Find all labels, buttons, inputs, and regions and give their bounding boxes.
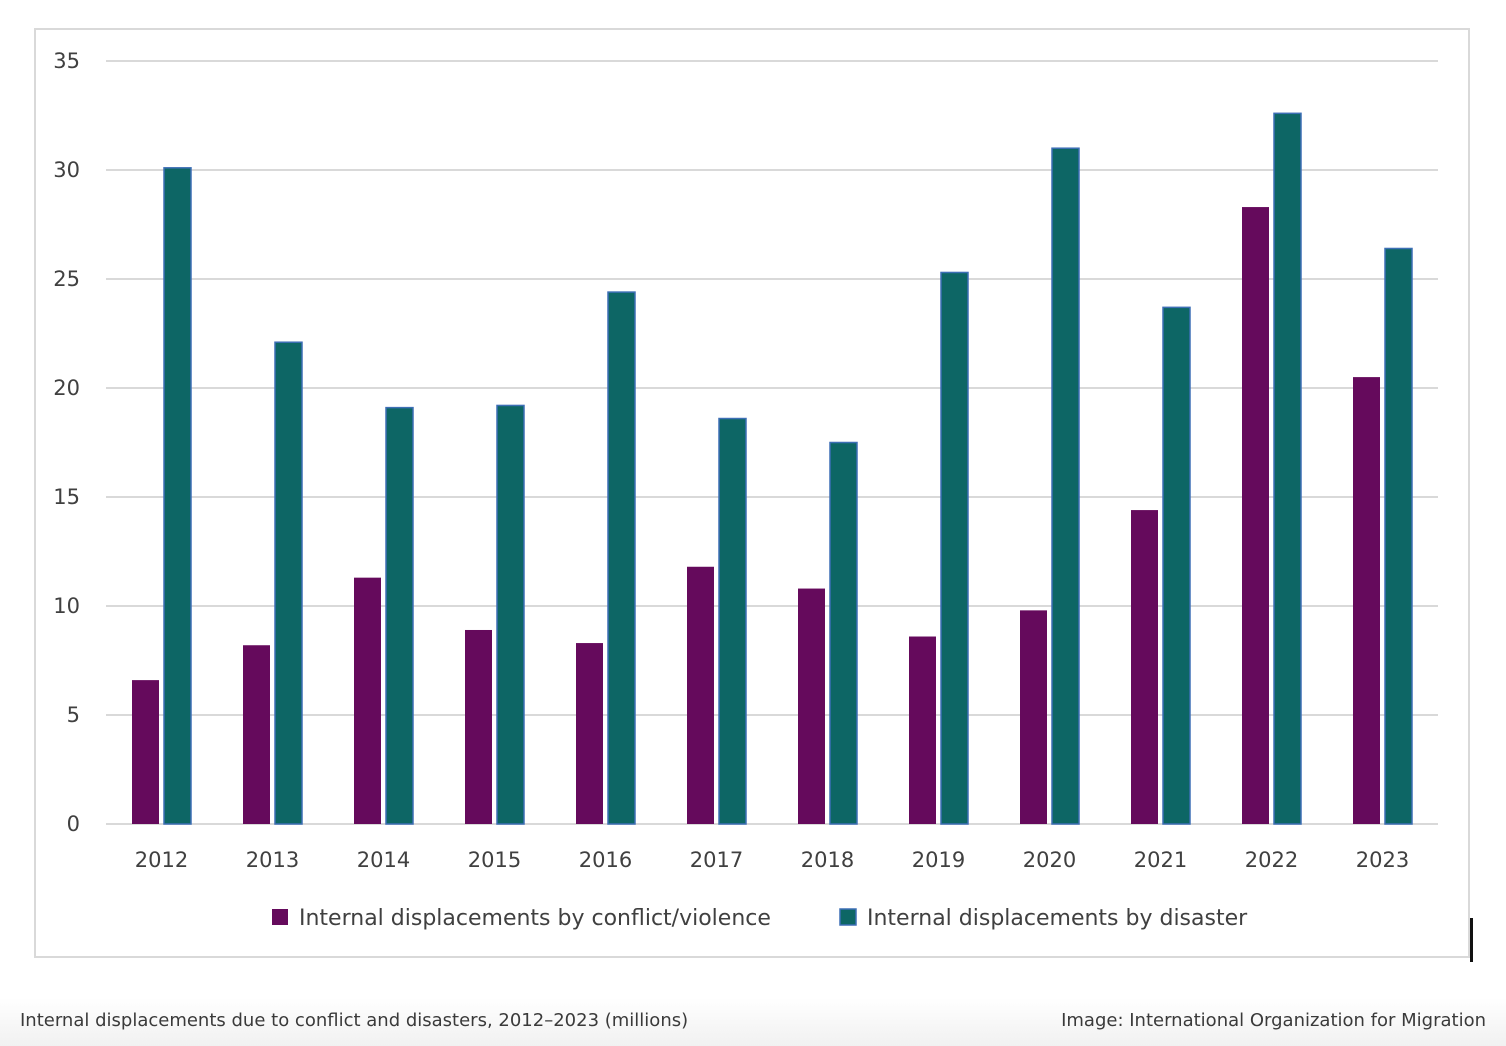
- bar-disaster: [163, 167, 192, 825]
- bar-disaster: [718, 417, 747, 825]
- y-tick-label: 5: [67, 703, 80, 727]
- bar-disaster: [1273, 112, 1302, 825]
- x-tick-label: 2019: [912, 848, 965, 872]
- chart-frame: 0 5 10 15 20 25 30 35 2012 2013 2014 2015 2016 2017 20…: [34, 28, 1470, 958]
- bar-conflict: [354, 577, 381, 824]
- x-tick-label: 2014: [357, 848, 410, 872]
- legend-label-disaster: Internal displacements by disaster: [867, 906, 1248, 931]
- x-tick-label: 2020: [1023, 848, 1076, 872]
- x-tick-label: 2021: [1134, 848, 1187, 872]
- bar-conflict: [243, 645, 270, 824]
- bar-conflict: [909, 636, 936, 824]
- legend-label-conflict: Internal displacements by conflict/viole…: [299, 906, 771, 931]
- bar-disaster: [385, 406, 414, 825]
- x-tick-label: 2018: [801, 848, 854, 872]
- bar-conflict: [1242, 207, 1269, 824]
- x-tick-label: 2015: [468, 848, 521, 872]
- bar-conflict: [687, 566, 714, 824]
- bar-conflict: [576, 643, 603, 824]
- x-tick-label: 2016: [579, 848, 632, 872]
- y-tick-label: 10: [53, 594, 80, 618]
- bar-conflict: [465, 629, 492, 824]
- bar-disaster: [1162, 306, 1191, 825]
- y-tick-label: 15: [53, 485, 80, 509]
- bar-disaster: [940, 271, 969, 825]
- bar-disaster: [274, 341, 303, 825]
- bar-conflict: [132, 680, 159, 824]
- y-tick-label: 0: [67, 812, 80, 836]
- bar-disaster: [829, 441, 858, 825]
- y-tick-label: 35: [53, 49, 80, 73]
- image-credit: Image: International Organization for Mi…: [1061, 1010, 1486, 1031]
- x-tick-label: 2017: [690, 848, 743, 872]
- y-tick-label: 20: [53, 376, 80, 400]
- chart: 0 5 10 15 20 25 30 35 2012 2013 2014 2015 2016 2017 20…: [53, 49, 1438, 931]
- bar-disaster: [496, 404, 525, 825]
- bar-conflict: [1131, 510, 1158, 824]
- bar-conflict: [798, 588, 825, 824]
- bar-conflict: [1353, 377, 1380, 824]
- y-tick-label: 25: [53, 267, 80, 291]
- bar-disaster: [1384, 247, 1413, 825]
- text-cursor: [1470, 918, 1473, 962]
- legend-swatch-conflict: [272, 909, 288, 925]
- caption-bar: [0, 998, 1506, 1046]
- x-tick-label: 2022: [1245, 848, 1298, 872]
- figure-caption: Internal displacements due to conflict a…: [20, 1010, 689, 1031]
- bar-disaster: [607, 291, 636, 825]
- bar-disaster: [1051, 147, 1080, 825]
- x-tick-label: 2013: [246, 848, 299, 872]
- x-tick-label: 2012: [135, 848, 188, 872]
- legend-swatch-disaster: [839, 908, 857, 926]
- y-tick-label: 30: [53, 158, 80, 182]
- bar-conflict: [1020, 610, 1047, 824]
- x-tick-label: 2023: [1356, 848, 1409, 872]
